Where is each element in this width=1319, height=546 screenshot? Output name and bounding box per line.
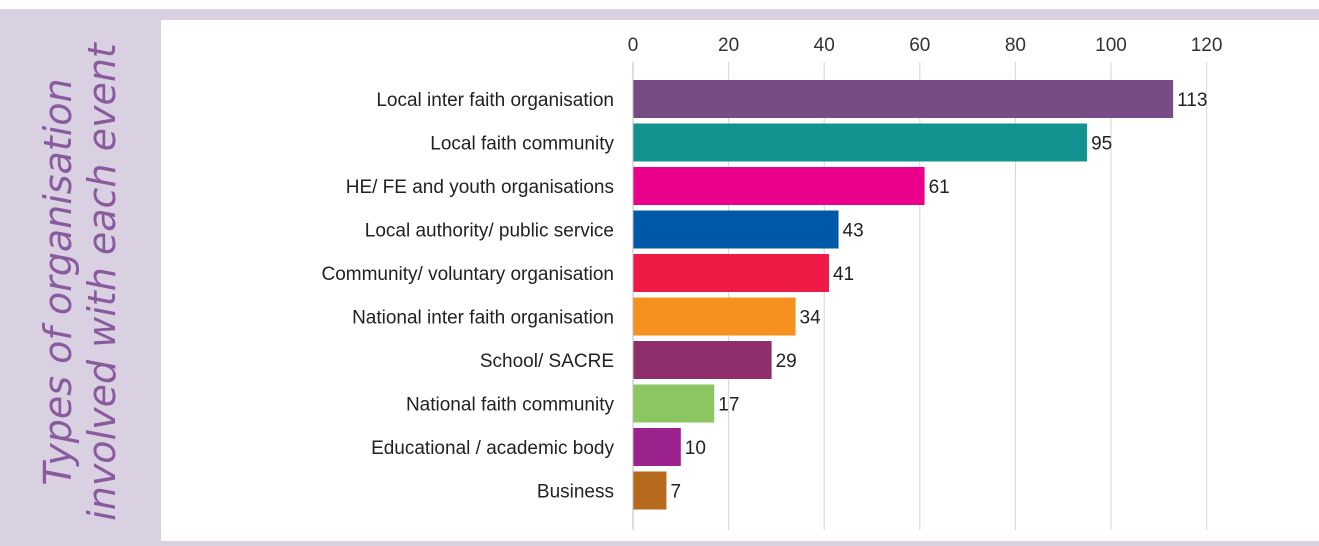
side-panel [0, 20, 161, 541]
category-label: Community/ voluntary organisation [321, 264, 614, 285]
bar [633, 297, 796, 336]
x-tick-label: 40 [814, 35, 835, 56]
data-label: 113 [1177, 90, 1207, 111]
bars [633, 80, 1174, 510]
category-label: HE/ FE and youth organisations [346, 177, 614, 198]
data-label: 17 [718, 395, 739, 416]
category-label: Local faith community [430, 134, 614, 155]
category-label: Local authority/ public service [365, 221, 614, 242]
bar [633, 471, 667, 510]
x-tick-label: 0 [628, 35, 639, 56]
category-label: Educational / academic body [371, 438, 614, 459]
data-label: 41 [833, 264, 854, 285]
x-tick-label: 80 [1005, 35, 1026, 56]
bar [633, 254, 829, 292]
category-labels: Local inter faith organisation Local fait… [321, 90, 614, 503]
data-label: 61 [929, 177, 950, 198]
category-label: National faith community [406, 395, 615, 416]
category-label: Business [537, 482, 614, 503]
category-label: School/ SACRE [480, 351, 614, 372]
bar [633, 428, 681, 466]
x-tick-label: 100 [1095, 35, 1127, 56]
bar [633, 210, 839, 249]
data-label: 95 [1091, 134, 1112, 155]
category-label: Local inter faith organisation [376, 90, 614, 111]
data-label: 10 [685, 438, 706, 459]
bar [633, 341, 772, 379]
bar [633, 80, 1174, 118]
bottom-border-band [0, 541, 1319, 546]
bar [633, 123, 1088, 162]
x-tick-label: 60 [909, 35, 930, 56]
bar [633, 384, 715, 423]
top-border-band [0, 9, 1319, 20]
data-label: 34 [800, 308, 822, 329]
bar [633, 167, 925, 205]
x-tick-label: 120 [1191, 35, 1223, 56]
x-tick-label: 20 [718, 35, 739, 56]
category-label: National inter faith organisation [352, 308, 614, 329]
data-label: 7 [670, 482, 681, 503]
data-label: 43 [843, 221, 864, 242]
data-labels: 113 95 61 43 41 34 29 17 10 7 [670, 90, 1207, 503]
data-label: 29 [776, 351, 797, 372]
x-axis-ticks: 0 20 40 60 80 100 120 [628, 35, 1223, 56]
